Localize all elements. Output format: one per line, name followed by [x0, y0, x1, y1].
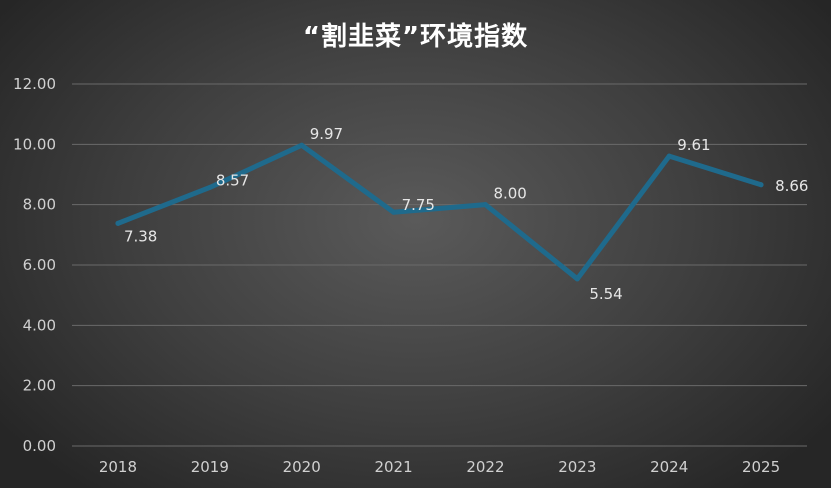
- x-axis-ticks: 2018 2019 2020 2021 2022 2023 2024 2025: [99, 458, 780, 476]
- x-tick-label: 2018: [99, 458, 137, 476]
- data-label: 9.97: [310, 125, 343, 143]
- data-label: 7.38: [124, 227, 157, 245]
- x-tick-label: 2020: [283, 458, 321, 476]
- x-tick-label: 2019: [191, 458, 229, 476]
- y-tick-label: 2.00: [23, 377, 56, 395]
- x-tick-label: 2023: [558, 458, 596, 476]
- data-label: 7.75: [402, 196, 435, 214]
- data-point: [299, 142, 305, 148]
- data-label: 8.57: [216, 171, 249, 189]
- series-layer: [115, 142, 764, 282]
- data-label: 5.54: [589, 285, 622, 303]
- data-point: [207, 184, 213, 190]
- data-label: 9.61: [677, 136, 710, 154]
- data-point: [574, 276, 580, 282]
- x-tick-label: 2022: [466, 458, 504, 476]
- y-tick-label: 8.00: [23, 196, 56, 214]
- x-tick-label: 2024: [650, 458, 688, 476]
- gridlines: [72, 83, 807, 447]
- y-tick-label: 10.00: [13, 135, 56, 153]
- data-labels: 7.38 8.57 9.97 7.75 8.00 5.54 9.61 8.66: [124, 125, 809, 303]
- y-tick-label: 12.00: [13, 75, 56, 93]
- data-point: [115, 220, 121, 226]
- chart-title: “割韭菜”环境指数: [302, 22, 529, 52]
- data-point: [758, 182, 764, 188]
- x-tick-label: 2025: [742, 458, 780, 476]
- series-line: [115, 142, 764, 282]
- y-axis-ticks: 0.00 2.00 4.00 6.00 8.00 10.00 12.00: [13, 75, 56, 455]
- data-label: 8.00: [493, 185, 526, 203]
- y-tick-label: 0.00: [23, 437, 56, 455]
- y-tick-label: 6.00: [23, 256, 56, 274]
- x-tick-label: 2021: [374, 458, 412, 476]
- data-point: [482, 202, 488, 208]
- y-tick-label: 4.00: [23, 316, 56, 334]
- data-label: 8.66: [775, 177, 808, 195]
- data-point: [666, 153, 672, 159]
- data-point: [391, 209, 397, 215]
